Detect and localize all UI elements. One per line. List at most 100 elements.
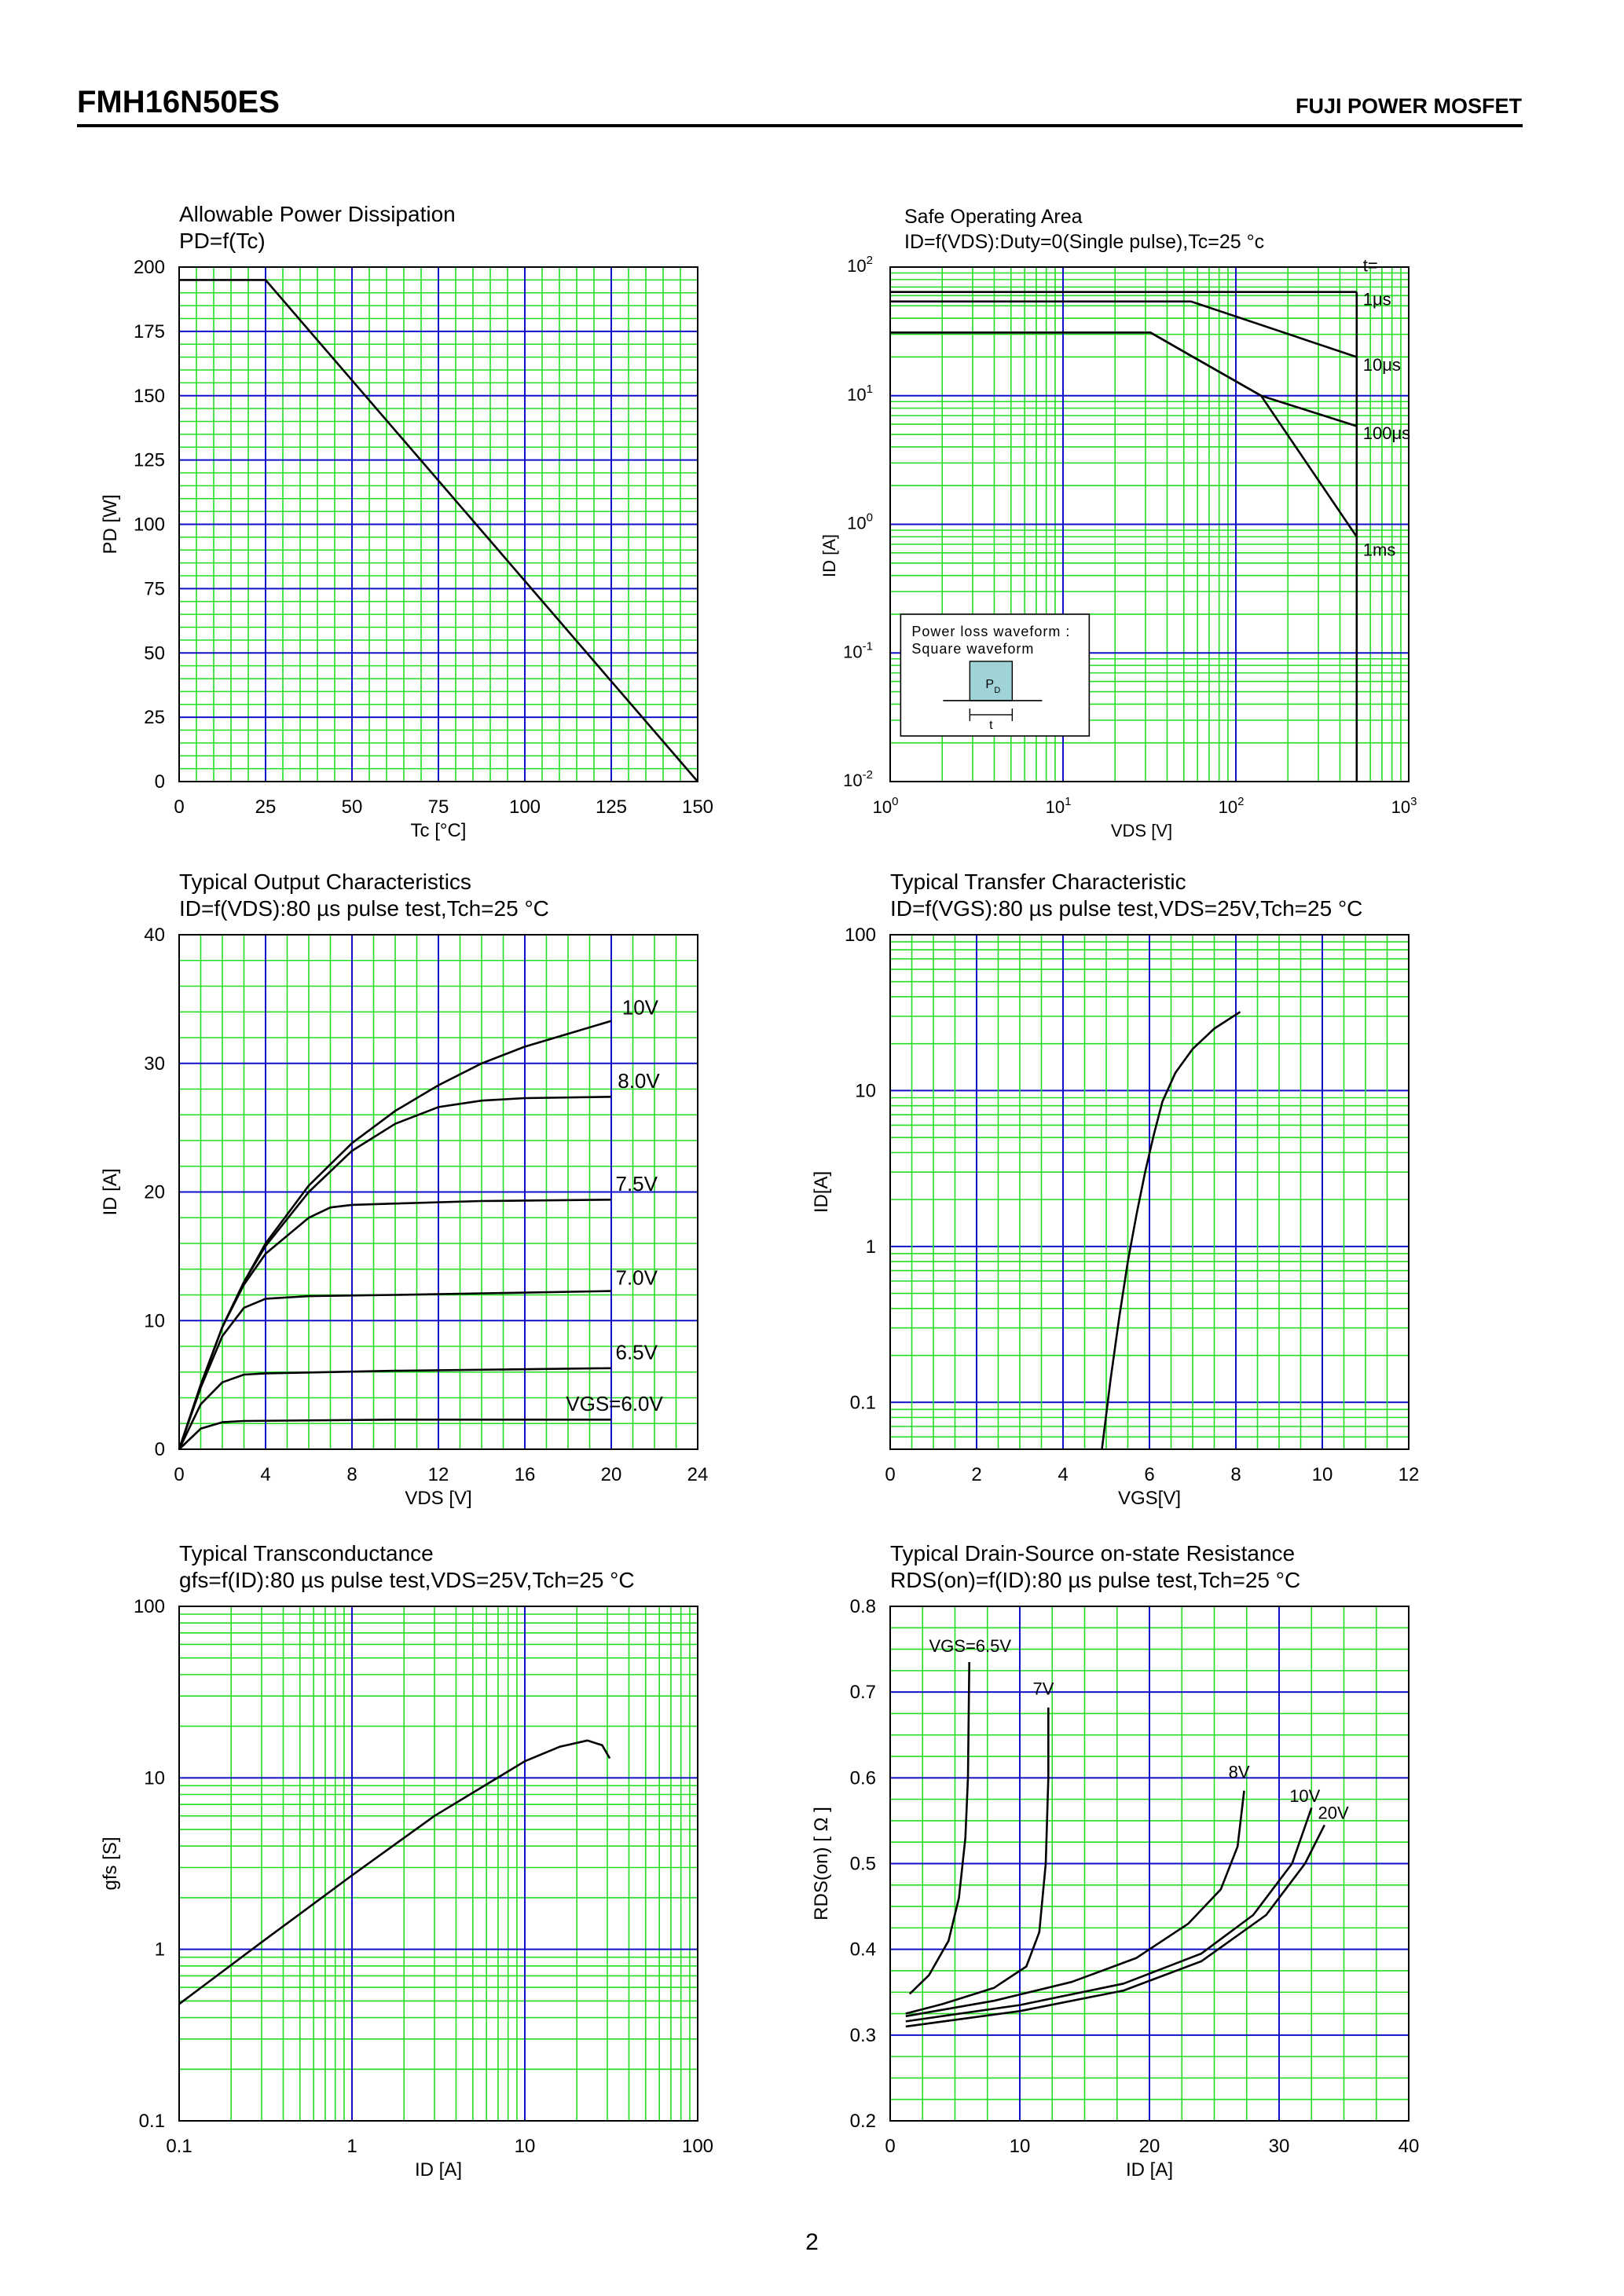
x-tick-label: 100 [873,795,899,817]
inset-text-line2: Square waveform [911,641,1034,657]
series-label: 6.5V [616,1340,658,1364]
pulse-100us-label: 100μs [1363,423,1410,443]
series-label: 7V [1033,1679,1054,1698]
safe-operating-area-chart: Safe Operating Area ID=f(VDS):Duty=0(Sing… [819,206,1417,840]
y-tick-label: 0.5 [850,1854,876,1875]
pulse-label: P [985,678,994,691]
chart-title: Typical Transfer Characteristic [890,870,1186,894]
series-line-2 [890,331,1358,427]
y-tick-label: 0.1 [850,1392,876,1413]
series-label: 8V [1229,1762,1250,1782]
x-axis-label: VDS [V] [405,1488,471,1509]
plot-frame [889,1606,1410,2122]
y-tick-label: 50 [144,643,165,664]
y-tick-label: 1 [866,1236,876,1258]
y-tick-label: 10-2 [843,768,873,790]
plot-frame [889,266,1410,782]
chart-subtitle: ID=f(VDS):Duty=0(Single pulse),Tc=25 °c [904,231,1264,253]
y-tick-label: 175 [134,321,165,342]
header-rule [77,124,1523,127]
chart-subtitle: PD=f(Tc) [179,229,266,253]
transfer-characteristic-chart: Typical Transfer CharacteristicID=f(VGS)… [811,870,1419,1509]
x-tick-label: 12 [1399,1464,1420,1485]
y-tick-label: 0 [155,1439,165,1460]
x-tick-label: 30 [1269,2136,1290,2157]
chart-title: Safe Operating Area [904,206,1083,228]
x-tick-label: 20 [1139,2136,1160,2157]
y-axis-label: RDS(on) [ Ω ] [811,1807,832,1921]
series-label: VGS=6.0V [566,1392,663,1415]
x-tick-label: 0.1 [166,2136,192,2157]
y-tick-label: 0.2 [850,2111,876,2132]
x-tick-label: 40 [1399,2136,1420,2157]
y-tick-label: 101 [847,383,873,405]
plot-frame [178,266,698,782]
y-axis-label: gfs [S] [100,1836,121,1890]
x-tick-label: 101 [1046,795,1072,817]
page-number: 2 [805,2229,819,2255]
x-tick-label: 25 [255,796,277,818]
x-tick-label: 6 [1144,1464,1154,1485]
chart-subtitle: ID=f(VGS):80 µs pulse test,VDS=25V,Tch=2… [890,896,1362,921]
transconductance-chart: Typical Transconductance gfs=f(ID):80 µs … [100,1541,713,2181]
plot-frame [178,934,698,1450]
series-line-5 [178,1419,611,1450]
series-label: 8.0V [618,1069,660,1093]
x-tick-label: 50 [342,796,363,818]
y-tick-label: 10-1 [843,639,873,661]
series-line-0 [908,1661,970,1995]
x-tick-label: 103 [1391,795,1417,817]
pulse-1us-label: 1μs [1363,290,1391,309]
series-line-2 [178,1199,612,1450]
series-label: VGS=6.5V [929,1636,1012,1656]
y-axis-label: ID [A] [100,1168,121,1215]
y-tick-label: 0.3 [850,2025,876,2046]
chart-subtitle: RDS(on)=f(ID):80 µs pulse test,Tch=25 °C [890,1568,1300,1592]
y-tick-label: 150 [134,386,165,407]
inset-text-line1: Power loss waveform : [911,624,1070,639]
chart-title: Typical Transconductance [179,1541,434,1565]
chart-title: Typical Drain-Source on-state Resistance [890,1541,1295,1565]
series-line-3 [178,1290,612,1450]
y-tick-label: 100 [134,1596,165,1617]
document-title: FMH16N50ES [77,85,280,119]
x-tick-label: 8 [346,1464,357,1485]
x-axis-label: VDS [V] [1111,821,1172,840]
series-line-3 [890,331,1358,538]
series-line-4 [905,1824,1325,2028]
series-label: 7.0V [616,1265,658,1289]
pulse-width-text: t [989,719,993,732]
x-axis-label: ID [A] [1126,2159,1173,2181]
series-line-1 [890,300,1358,358]
x-tick-label: 20 [601,1464,622,1485]
x-tick-label: 150 [682,796,713,818]
x-tick-label: 0 [885,1464,895,1485]
series-label: 10V [1289,1786,1320,1806]
on-resistance-chart: Typical Drain-Source on-state Resistance… [811,1541,1419,2181]
x-tick-label: 10 [1312,1464,1333,1485]
series-line-1 [905,1707,1050,2015]
y-tick-label: 10 [855,1080,876,1101]
x-tick-label: 100 [509,796,541,818]
series-label: 10V [622,996,659,1020]
x-tick-label: 4 [1058,1464,1068,1485]
document-category: FUJI POWER MOSFET [1295,94,1522,118]
x-tick-label: 10 [515,2136,536,2157]
pulse-label-sub: D [994,686,1000,695]
y-axis-label: PD [W] [100,495,121,555]
y-tick-label: 40 [144,925,165,946]
chart-subtitle: ID=f(VDS):80 µs pulse test,Tch=25 °C [179,896,549,921]
y-tick-label: 0.4 [850,1939,876,1961]
series-label: 7.5V [616,1172,658,1196]
y-tick-label: 200 [134,257,165,278]
y-tick-label: 100 [134,514,165,536]
chart-subtitle: gfs=f(ID):80 µs pulse test,VDS=25V,Tch=2… [179,1568,635,1592]
y-axis-label: ID [A] [819,534,839,577]
output-characteristics-chart: Typical Output CharacteristicsID=f(VDS):… [100,870,708,1509]
power-dissipation-chart: Allowable Power Dissipation PD=f(Tc) 0 25 50… [100,202,713,841]
x-tick-label: 8 [1230,1464,1241,1485]
x-tick-label: 102 [1219,795,1245,817]
plot-frame [178,1606,698,2122]
x-tick-label: 4 [260,1464,270,1485]
